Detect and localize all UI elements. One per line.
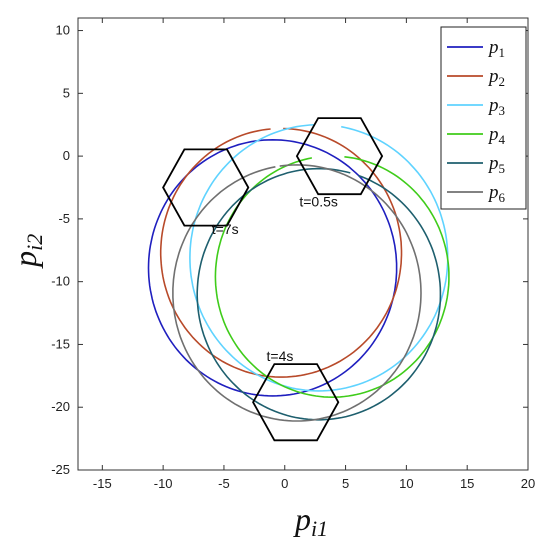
legend-label: p3 bbox=[487, 95, 505, 118]
legend-label: p4 bbox=[487, 124, 506, 147]
y-tick-label: -5 bbox=[58, 211, 70, 226]
trajectory-p2 bbox=[159, 127, 403, 378]
x-tick-label: 5 bbox=[342, 476, 349, 491]
trajectory-p5 bbox=[196, 167, 442, 421]
y-tick-label: 0 bbox=[63, 148, 70, 163]
formation-hexagon bbox=[162, 148, 250, 227]
time-annotation: t=4s bbox=[267, 348, 294, 364]
x-tick-label: 0 bbox=[281, 476, 288, 491]
axis-labels: pi1 pi2 bbox=[7, 234, 328, 541]
y-tick-label: -15 bbox=[51, 336, 70, 351]
trajectory-p6 bbox=[172, 164, 422, 422]
formation-hexagons: t=0.5s t=7s t=4s bbox=[162, 117, 384, 442]
trajectories bbox=[147, 124, 450, 422]
y-axis-label: pi2 bbox=[7, 234, 47, 269]
y-tick-label: -10 bbox=[51, 274, 70, 289]
y-tick-label: -25 bbox=[51, 462, 70, 477]
legend-box bbox=[440, 26, 527, 210]
trajectory-p1 bbox=[147, 138, 398, 397]
legend-label: p1 bbox=[487, 37, 505, 60]
legend: p1 p2 p3 p4 p5 p6 bbox=[440, 26, 527, 210]
time-annotation: t=7s bbox=[212, 221, 239, 237]
trajectory-p3 bbox=[189, 124, 449, 392]
formation-hexagon bbox=[295, 117, 384, 196]
x-tick-label: 20 bbox=[521, 476, 535, 491]
x-axis-label: pi1 bbox=[293, 501, 328, 541]
formation-hexagon bbox=[252, 363, 340, 442]
x-tick-label: 15 bbox=[460, 476, 474, 491]
legend-label: p5 bbox=[487, 153, 505, 176]
x-tick-label: -15 bbox=[93, 476, 112, 491]
legend-label: p2 bbox=[487, 66, 505, 89]
x-tick-label: 10 bbox=[399, 476, 413, 491]
x-tick-label: -5 bbox=[218, 476, 230, 491]
y-tick-label: -20 bbox=[51, 399, 70, 414]
legend-label: p6 bbox=[487, 182, 506, 205]
y-tick-label: 5 bbox=[63, 85, 70, 100]
x-tick-label: -10 bbox=[154, 476, 173, 491]
axis-ticks: -15 -10 -5 0 5 10 15 20 10 5 0 -5 -10 -15 -20 -25 bbox=[51, 18, 535, 491]
y-tick-label: 10 bbox=[56, 23, 70, 38]
time-annotation: t=0.5s bbox=[299, 193, 338, 209]
